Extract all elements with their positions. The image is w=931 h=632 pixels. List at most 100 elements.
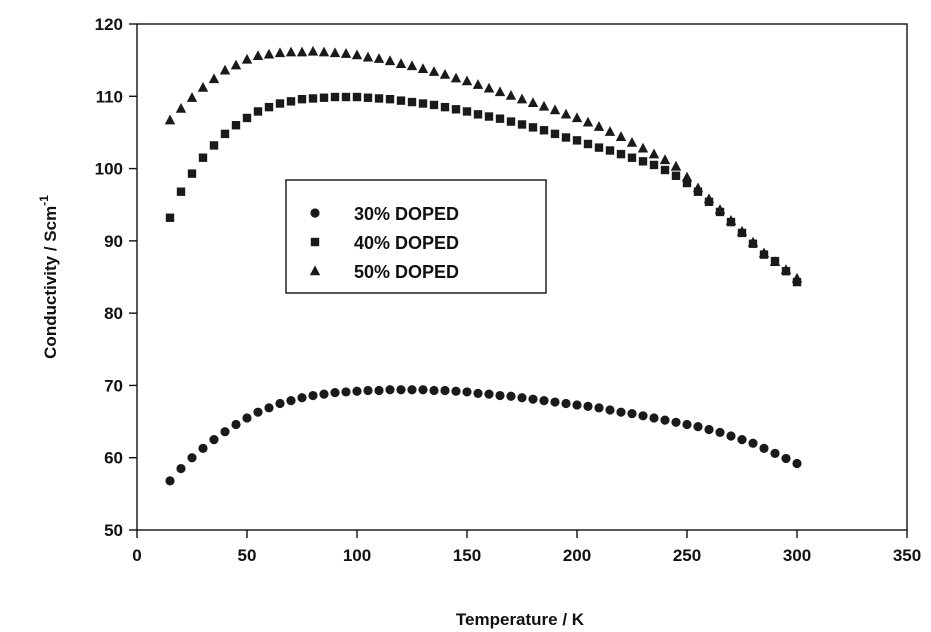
data-point-circle	[341, 387, 351, 397]
data-point-circle	[792, 458, 802, 469]
data-point-circle	[627, 409, 637, 419]
data-point-square	[583, 139, 593, 149]
data-point-triangle	[241, 53, 253, 64]
legend-items: 30% DOPED 40% DOPED 50% DOPED	[309, 204, 459, 282]
data-point-triangle	[593, 121, 605, 131]
x-axis-ticks: 0 50 100 150 200 250 300 350	[132, 530, 921, 565]
data-point-triangle	[274, 47, 286, 58]
data-point-triangle	[461, 75, 473, 86]
data-point-square	[627, 153, 637, 162]
data-point-circle	[462, 387, 472, 397]
data-point-circle	[231, 419, 241, 430]
data-point-triangle	[648, 148, 660, 159]
data-point-triangle	[230, 59, 242, 70]
data-point-circle	[242, 413, 252, 423]
data-point-circle	[308, 390, 318, 401]
data-point-circle	[605, 405, 615, 415]
data-points	[164, 45, 803, 486]
y-tick-label: 70	[104, 376, 123, 395]
series-triangle	[164, 45, 803, 283]
legend-marker-triangle	[309, 265, 321, 276]
data-point-triangle	[406, 60, 418, 71]
x-tick-label: 250	[673, 546, 701, 565]
data-point-square	[616, 149, 626, 159]
y-axis-label-group: Conductivity / Scm-1	[37, 195, 60, 359]
legend-label: 50% DOPED	[354, 262, 459, 282]
data-point-square	[374, 94, 384, 103]
data-point-circle	[165, 476, 175, 486]
data-point-triangle	[472, 79, 484, 89]
data-point-square	[506, 117, 516, 126]
x-axis-label: Temperature / K	[456, 610, 585, 629]
data-point-circle	[583, 401, 593, 411]
legend: 30% DOPED 40% DOPED 50% DOPED	[285, 179, 547, 294]
data-point-square	[462, 107, 472, 116]
data-point-triangle	[714, 204, 726, 214]
data-point-triangle	[681, 171, 693, 182]
data-point-circle	[517, 393, 527, 403]
data-point-triangle	[758, 247, 770, 258]
data-point-square	[198, 153, 208, 162]
data-point-circle	[374, 385, 384, 396]
legend-box	[285, 179, 547, 294]
data-point-square	[517, 120, 527, 129]
data-point-square	[176, 187, 186, 196]
data-point-circle	[649, 413, 659, 423]
legend-label: 40% DOPED	[354, 233, 459, 253]
data-point-triangle	[615, 131, 627, 141]
x-tick-label: 100	[343, 546, 371, 565]
data-point-square	[187, 169, 197, 178]
data-point-triangle	[362, 51, 374, 62]
data-point-square	[330, 92, 340, 102]
legend-marker-square	[310, 237, 320, 247]
data-point-square	[451, 105, 461, 114]
data-point-square	[528, 123, 538, 132]
data-point-triangle	[329, 47, 341, 58]
data-point-triangle	[582, 116, 594, 127]
data-point-triangle	[527, 97, 539, 107]
data-point-triangle	[516, 93, 528, 104]
data-point-square	[352, 92, 362, 102]
data-point-triangle	[670, 160, 682, 171]
data-point-triangle	[296, 46, 308, 57]
data-point-circle	[198, 443, 208, 453]
data-point-circle	[330, 388, 340, 398]
data-point-circle	[495, 390, 505, 401]
data-point-square	[440, 102, 450, 112]
data-point-triangle	[780, 264, 792, 274]
data-point-triangle	[164, 114, 176, 125]
x-tick-label: 0	[132, 546, 141, 565]
data-point-triangle	[175, 102, 187, 113]
data-point-triangle	[571, 112, 583, 123]
data-point-square	[253, 107, 263, 116]
data-point-triangle	[252, 50, 264, 61]
data-point-triangle	[186, 92, 198, 102]
data-point-square	[286, 97, 296, 106]
data-point-triangle	[637, 142, 649, 153]
data-point-circle	[363, 385, 373, 396]
data-point-triangle	[791, 272, 803, 283]
data-point-square	[341, 92, 351, 102]
x-tick-label: 150	[453, 546, 481, 565]
data-point-triangle	[692, 182, 704, 193]
data-point-circle	[209, 435, 219, 445]
data-point-square	[297, 94, 307, 104]
data-point-square	[660, 165, 670, 175]
data-point-circle	[418, 385, 428, 395]
data-point-triangle	[208, 73, 220, 84]
data-point-circle	[539, 396, 549, 406]
data-point-square	[165, 213, 175, 222]
data-point-square	[385, 94, 395, 104]
data-point-triangle	[263, 48, 275, 59]
data-point-square	[539, 126, 549, 135]
data-point-triangle	[373, 53, 385, 63]
data-point-triangle	[538, 100, 550, 111]
data-point-triangle	[747, 236, 759, 247]
data-point-triangle	[285, 46, 297, 57]
data-point-square	[231, 121, 241, 130]
data-point-triangle	[450, 72, 462, 83]
y-tick-label: 50	[104, 521, 123, 540]
data-point-triangle	[483, 82, 495, 93]
data-point-square	[572, 136, 582, 145]
